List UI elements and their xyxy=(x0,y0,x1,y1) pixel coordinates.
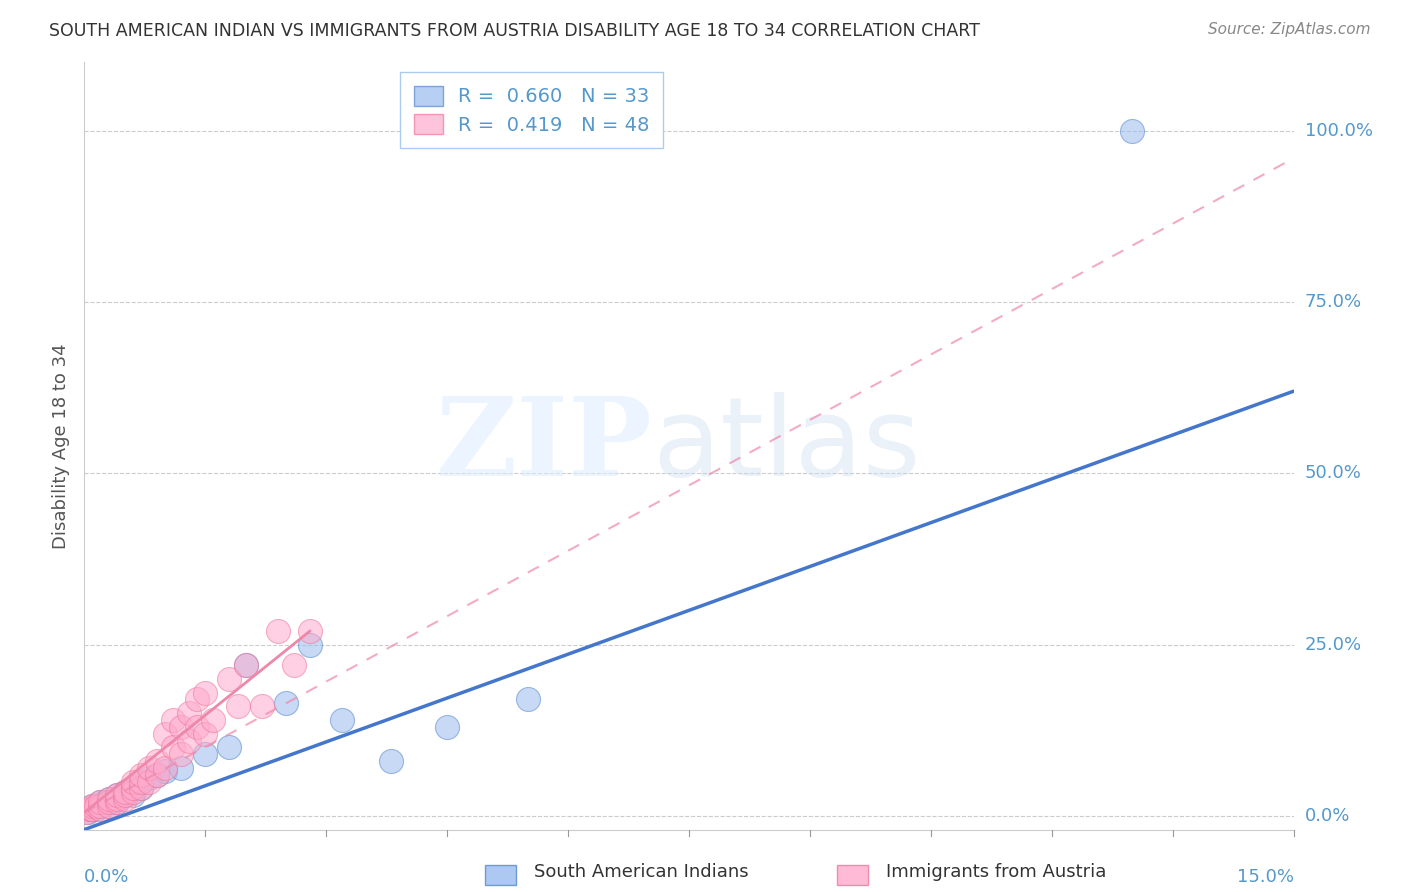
Point xyxy=(170,720,193,734)
Point xyxy=(121,781,143,796)
Point xyxy=(129,781,152,796)
Point xyxy=(170,747,193,762)
Point xyxy=(82,798,104,813)
Point xyxy=(114,785,136,799)
Point xyxy=(82,802,104,816)
Point xyxy=(93,795,115,809)
Point xyxy=(1121,124,1143,138)
Point xyxy=(129,774,152,789)
Point xyxy=(138,761,160,775)
Point xyxy=(82,798,104,813)
Point xyxy=(97,791,120,805)
Y-axis label: Disability Age 18 to 34: Disability Age 18 to 34 xyxy=(52,343,70,549)
Text: Source: ZipAtlas.com: Source: ZipAtlas.com xyxy=(1208,22,1371,37)
Point xyxy=(97,798,120,813)
Text: 50.0%: 50.0% xyxy=(1305,465,1361,483)
Text: 15.0%: 15.0% xyxy=(1236,869,1294,887)
Point xyxy=(89,795,111,809)
Point xyxy=(138,771,160,785)
Point xyxy=(86,802,108,816)
Text: 25.0%: 25.0% xyxy=(1305,636,1362,654)
Point xyxy=(146,768,169,782)
Point xyxy=(194,726,217,740)
Text: South American Indians: South American Indians xyxy=(534,863,749,881)
Point xyxy=(153,764,176,779)
Point xyxy=(235,658,257,673)
Point xyxy=(153,726,176,740)
Point xyxy=(121,774,143,789)
Point xyxy=(146,768,169,782)
Point xyxy=(516,692,538,706)
Point xyxy=(129,781,152,796)
Point xyxy=(114,789,136,803)
Point xyxy=(218,740,240,755)
Point xyxy=(105,791,128,805)
Text: 0.0%: 0.0% xyxy=(1305,807,1350,825)
Point xyxy=(380,754,402,768)
Point xyxy=(97,791,120,805)
Point xyxy=(274,696,297,710)
Point xyxy=(105,791,128,805)
Point xyxy=(267,624,290,638)
Point xyxy=(226,699,249,714)
Point xyxy=(299,624,322,638)
Point xyxy=(283,658,305,673)
Point xyxy=(97,798,120,813)
Point xyxy=(114,791,136,805)
Point xyxy=(77,805,100,820)
Point xyxy=(179,733,201,747)
Point xyxy=(121,789,143,803)
Point xyxy=(218,672,240,686)
Point xyxy=(89,795,111,809)
Point xyxy=(89,802,111,816)
Point xyxy=(89,798,111,813)
Text: SOUTH AMERICAN INDIAN VS IMMIGRANTS FROM AUSTRIA DISABILITY AGE 18 TO 34 CORRELA: SOUTH AMERICAN INDIAN VS IMMIGRANTS FROM… xyxy=(49,22,980,40)
Point xyxy=(299,638,322,652)
Point xyxy=(105,795,128,809)
Point xyxy=(179,706,201,720)
Text: Immigrants from Austria: Immigrants from Austria xyxy=(886,863,1107,881)
Point xyxy=(162,713,184,727)
Point xyxy=(162,740,184,755)
Point xyxy=(89,798,111,813)
Point xyxy=(129,774,152,789)
Point xyxy=(105,789,128,803)
Point xyxy=(86,798,108,813)
Point xyxy=(186,720,208,734)
Point xyxy=(114,785,136,799)
Point xyxy=(202,713,225,727)
Point xyxy=(97,795,120,809)
Text: 75.0%: 75.0% xyxy=(1305,293,1362,311)
Text: 0.0%: 0.0% xyxy=(84,869,129,887)
Point xyxy=(170,761,193,775)
Point xyxy=(121,781,143,796)
Point xyxy=(105,795,128,809)
Point xyxy=(153,761,176,775)
Legend: R =  0.660   N = 33, R =  0.419   N = 48: R = 0.660 N = 33, R = 0.419 N = 48 xyxy=(401,72,664,148)
Point xyxy=(436,720,458,734)
Point xyxy=(105,789,128,803)
Point xyxy=(129,768,152,782)
Point xyxy=(235,658,257,673)
Point xyxy=(75,805,97,820)
Point xyxy=(114,789,136,803)
Point xyxy=(186,692,208,706)
Point xyxy=(138,774,160,789)
Point xyxy=(121,785,143,799)
Text: atlas: atlas xyxy=(652,392,921,500)
Point xyxy=(330,713,353,727)
Point xyxy=(146,754,169,768)
Point xyxy=(77,802,100,816)
Point xyxy=(194,747,217,762)
Text: 100.0%: 100.0% xyxy=(1305,122,1372,140)
Text: ZIP: ZIP xyxy=(436,392,652,500)
Point xyxy=(80,802,103,816)
Point xyxy=(250,699,273,714)
Point xyxy=(97,795,120,809)
Point xyxy=(194,685,217,699)
Point xyxy=(82,802,104,816)
